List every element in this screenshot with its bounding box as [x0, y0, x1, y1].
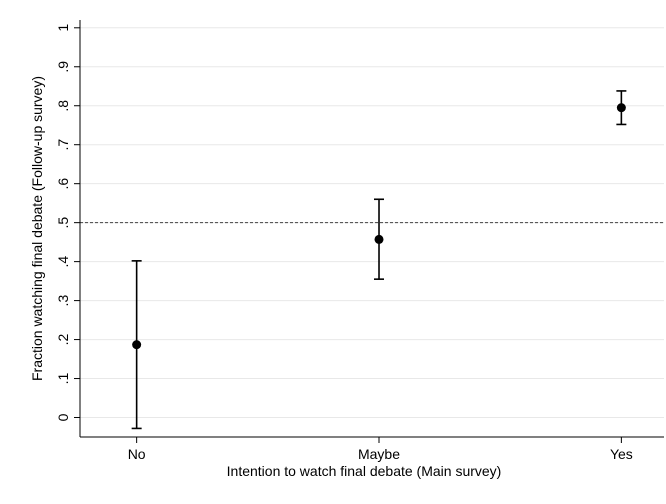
- x-axis-ticks: No Maybe Yes: [128, 437, 633, 462]
- y-tick-label: .6: [55, 178, 71, 190]
- y-axis-ticks: 0 .1 .2 .3 .4 .5 .6 .7 .8 .9 1: [55, 24, 80, 421]
- x-tick-label: No: [128, 446, 146, 462]
- y-axis-title: Fraction watching final debate (Follow-u…: [29, 76, 45, 381]
- y-tick-label: .9: [55, 61, 71, 73]
- y-tick-label: .8: [55, 100, 71, 112]
- x-tick-label: Maybe: [358, 446, 400, 462]
- y-tick-label: .1: [55, 372, 71, 384]
- y-tick-label: .3: [55, 295, 71, 307]
- y-tick-label: .5: [55, 217, 71, 229]
- x-tick-label: Yes: [610, 446, 633, 462]
- y-tick-label: .7: [55, 139, 71, 151]
- data-point: [616, 103, 626, 113]
- y-tick-label: 0: [55, 413, 71, 421]
- data-point: [132, 340, 142, 350]
- y-tick-label: .2: [55, 334, 71, 346]
- x-axis-title: Intention to watch final debate (Main su…: [227, 463, 502, 479]
- error-bar-series: [131, 90, 627, 430]
- y-tick-label: 1: [55, 24, 71, 32]
- y-tick-label: .4: [55, 256, 71, 268]
- data-point: [374, 234, 384, 244]
